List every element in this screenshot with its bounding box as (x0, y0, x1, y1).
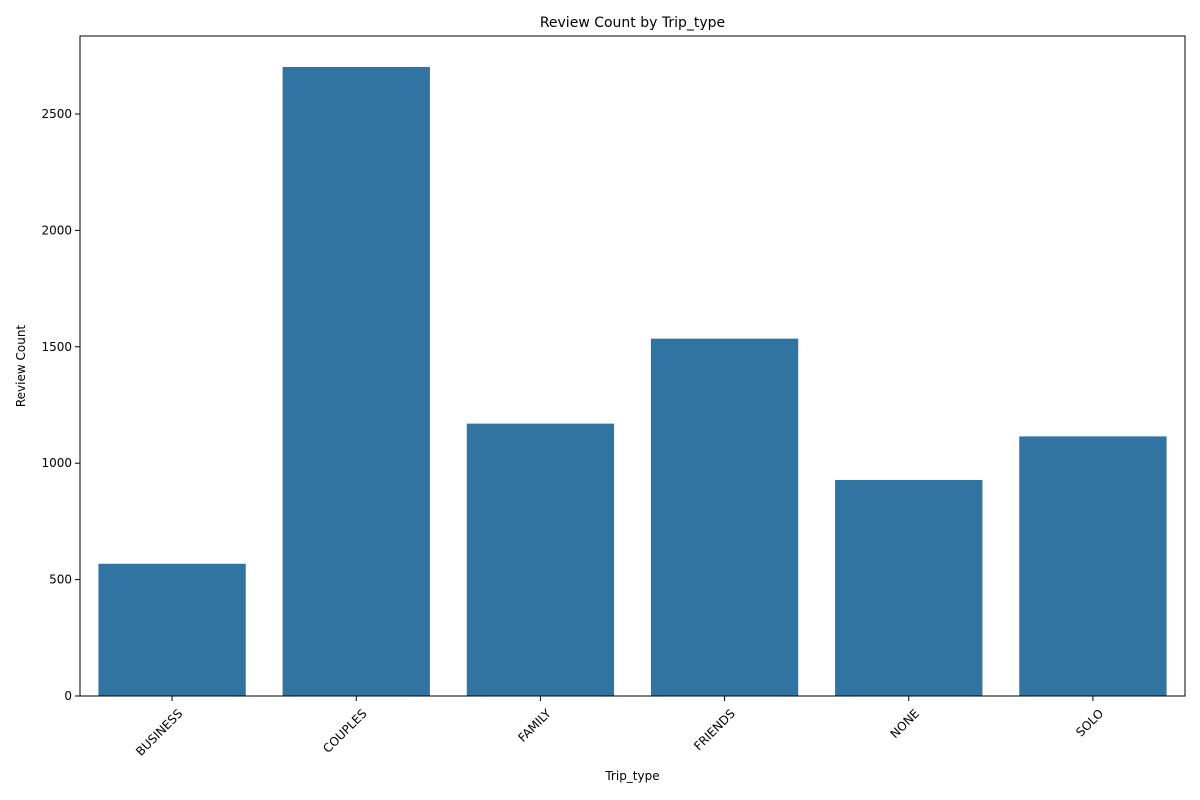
bar-business (98, 563, 246, 696)
bar-family (466, 423, 615, 696)
y-axis-ticks: 0 500 1000 1500 2000 2500 (41, 107, 80, 703)
chart-title: Review Count by Trip_type (540, 15, 725, 31)
y-tick-label: 2500 (41, 107, 72, 121)
y-axis-label: Review Count (14, 325, 28, 408)
bar-friends (650, 338, 799, 696)
y-tick-label: 500 (49, 573, 72, 587)
bar-solo (1019, 436, 1167, 696)
y-tick-label: 1500 (41, 340, 72, 354)
y-tick-label: 2000 (41, 223, 72, 237)
plot-area-frame (79, 35, 1186, 697)
bars (98, 66, 1167, 697)
y-tick-label: 1000 (41, 456, 72, 470)
x-axis-label: Trip_type (604, 769, 659, 783)
bar-none (835, 479, 983, 696)
bar-couples (282, 66, 430, 697)
y-tick-label: 0 (64, 689, 72, 703)
